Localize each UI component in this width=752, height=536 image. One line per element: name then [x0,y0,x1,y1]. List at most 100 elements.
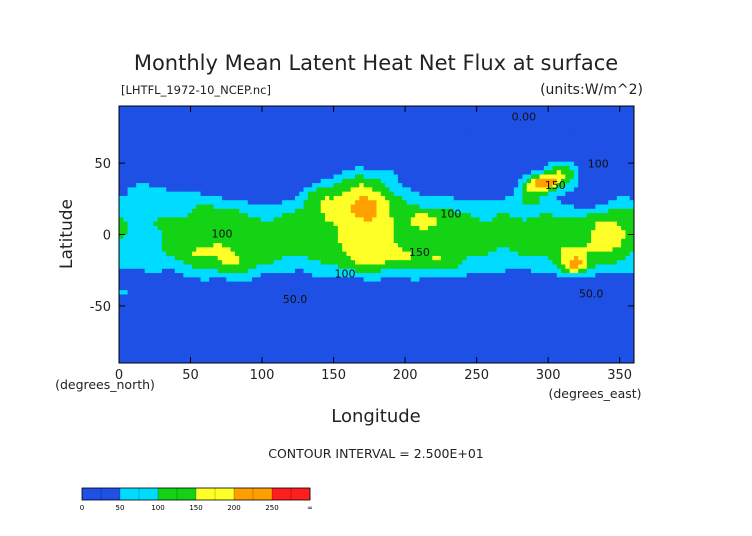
field-cell [273,178,279,184]
field-cell [191,131,197,137]
field-cell [595,165,601,171]
field-cell [290,114,296,120]
field-cell [389,118,395,124]
field-cell [307,255,313,261]
field-cell [312,170,318,176]
field-cell [621,110,627,116]
field-cell [595,148,601,154]
field-cell [179,195,184,201]
field-cell [458,217,463,223]
field-cell [183,135,189,141]
field-cell [320,217,326,223]
field-cell [119,144,124,150]
field-cell [573,110,579,116]
field-cell [355,110,360,116]
field-cell [200,217,206,223]
field-cell [200,251,206,257]
field-cell [359,200,365,206]
field-cell [320,195,326,201]
field-cell [149,243,154,248]
field-cell [179,170,184,176]
field-cell [277,247,283,253]
field-cell [252,140,257,146]
field-cell [131,268,137,274]
field-cell [582,123,588,129]
field-cell [131,114,137,120]
field-cell [161,161,167,167]
field-cell [591,243,596,248]
field-cell [565,204,571,210]
field-cell [286,140,292,146]
field-cell [423,135,429,141]
field-cell [256,247,262,253]
field-cell [329,234,335,240]
field-cell [363,260,369,266]
field-cell [282,281,287,287]
field-cell [170,140,176,146]
field-cell [500,144,506,150]
field-cell [385,140,390,146]
field-cell [243,106,249,111]
field-cell [264,187,270,193]
field-cell [419,191,425,197]
field-cell [307,277,313,283]
field-cell [234,273,240,278]
field-cell [595,170,601,176]
field-cell [342,277,348,283]
field-cell [346,238,352,244]
field-cell [385,170,390,176]
field-cell [136,161,142,167]
field-cell [222,230,227,236]
field-cell [539,114,545,120]
field-cell [376,191,382,197]
field-cell [149,114,154,120]
field-cell [505,221,511,227]
field-cell [277,251,283,257]
field-cell [380,277,386,283]
field-cell [518,123,524,129]
field-cell [239,264,245,270]
field-cell [157,123,163,129]
field-cell [397,204,403,210]
field-cell [449,204,455,210]
field-cell [153,243,159,248]
field-cell [629,260,634,266]
field-cell [621,174,627,180]
field-cell [149,135,154,141]
field-cell [432,187,438,193]
field-cell [539,264,545,270]
field-cell [166,161,172,167]
field-cell [410,106,416,111]
field-cell [166,200,172,206]
field-cell [440,217,446,223]
field-cell [269,281,275,287]
field-cell [209,178,215,184]
field-cell [488,131,493,137]
field-cell [625,178,631,184]
field-cell [385,123,390,129]
field-cell [376,200,382,206]
field-cell [462,230,468,236]
field-cell [608,140,614,146]
field-cell [428,268,433,274]
field-cell [578,183,584,188]
field-cell [419,221,425,227]
field-cell [376,178,382,184]
field-cell [526,153,532,158]
field-cell [183,123,189,129]
field-cell [269,140,275,146]
field-cell [230,273,236,278]
field-cell [127,140,133,146]
field-cell [200,170,206,176]
field-cell [432,217,438,223]
field-cell [608,225,614,231]
field-cell [569,277,575,283]
field-cell [264,268,270,274]
field-cell [505,230,511,236]
field-cell [359,247,365,253]
field-cell [230,264,236,270]
field-cell [161,208,167,214]
field-cell [629,131,634,137]
field-cell [449,277,455,283]
field-cell [608,187,614,193]
